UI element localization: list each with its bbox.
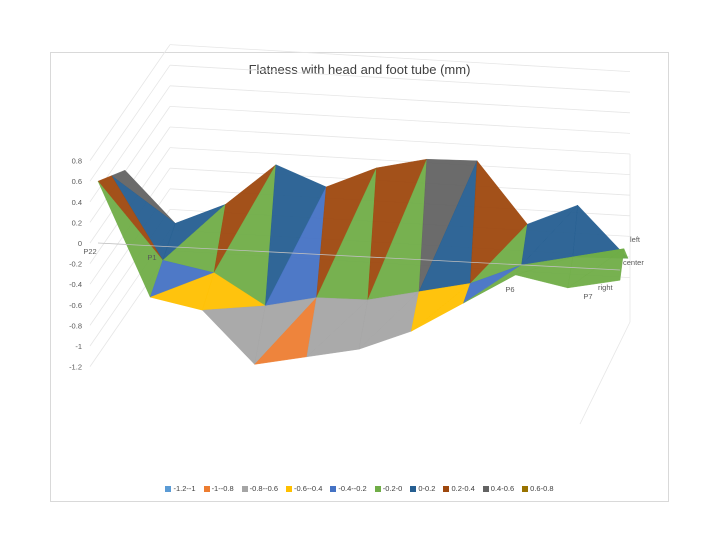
legend-label: -1.2--1	[173, 484, 196, 493]
legend-label: -1--0.8	[211, 484, 234, 493]
legend-label: -0.4--0.2	[338, 484, 367, 493]
legend-label: 0.6-0.8	[530, 484, 554, 493]
gridline-left	[89, 64, 171, 182]
legend-item: 0.2-0.4	[443, 484, 475, 493]
legend-swatch	[330, 485, 337, 492]
z-tick-label: -1	[75, 342, 82, 351]
x-tick-label: P22	[83, 247, 96, 256]
gridline-back	[169, 44, 631, 72]
legend-swatch	[241, 485, 248, 492]
z-tick-label: 0.4	[72, 198, 82, 207]
legend-item: -0.8--0.6	[241, 484, 279, 493]
legend-label: -0.6--0.4	[294, 484, 323, 493]
z-tick-label: -0.8	[69, 321, 82, 330]
legend-label: -0.2-0	[382, 484, 403, 493]
legend-item: 0.6-0.8	[522, 484, 554, 493]
floor-edge	[579, 321, 631, 425]
surface-mesh	[97, 158, 629, 366]
gridline-back	[169, 126, 631, 155]
legend-swatch	[165, 485, 172, 492]
x-axis-line	[97, 242, 621, 271]
z-tick-label: -0.4	[69, 280, 82, 289]
z-tick-label: -1.2	[69, 363, 82, 372]
z-tick-label: 0.2	[72, 218, 82, 227]
legend-item: 0-0.2	[410, 484, 435, 493]
legend-swatch	[286, 485, 293, 492]
legend-item: -1.2--1	[165, 484, 196, 493]
gridline-left	[89, 44, 171, 161]
z-tick-label: 0.6	[72, 177, 82, 186]
legend-item: -0.6--0.4	[286, 484, 322, 493]
gridline-back	[169, 85, 631, 114]
z-tick-label: 0.8	[72, 157, 82, 166]
z-tick-label: 0	[78, 239, 82, 248]
gridline-left	[89, 106, 171, 223]
legend-swatch	[522, 485, 529, 492]
legend-item: -1--0.8	[203, 484, 234, 493]
x-tick-label: P7	[583, 292, 592, 301]
legend-item: 0.4-0.6	[482, 484, 515, 493]
y-tick-label: right	[598, 283, 614, 292]
legend-label: 0.4-0.6	[490, 484, 515, 493]
y-tick-label: left	[630, 235, 641, 244]
surface-facet	[201, 305, 266, 365]
legend: -1.2--1 -1--0.8 -0.8--0.6 -0.6--0.4 -0.4--0.…	[50, 484, 669, 493]
legend-swatch	[203, 485, 210, 492]
legend-swatch	[410, 485, 417, 492]
x-tick-label: P6	[505, 285, 514, 294]
legend-label: 0-0.2	[418, 484, 436, 493]
legend-swatch	[374, 485, 381, 492]
gridline-back	[169, 106, 631, 134]
axis-labels: 0.8 0.6 0.4 0.2 0 -0.2 -0.4 -0.6 -0.8 -1 -1.2 P22 P1…	[69, 157, 644, 372]
legend-item: -0.2-0	[374, 484, 403, 493]
legend-label: 0.2-0.4	[451, 484, 475, 493]
legend-label: -0.8--0.6	[249, 484, 279, 493]
z-tick-label: -0.2	[69, 260, 82, 269]
legend-swatch	[443, 485, 450, 492]
y-tick-label: center	[623, 258, 644, 267]
legend-item: -0.4--0.2	[330, 484, 367, 493]
surface-facet	[567, 248, 625, 289]
x-tick-label: P1	[147, 253, 156, 262]
legend-swatch	[482, 485, 489, 492]
gridline-back	[169, 64, 631, 93]
z-tick-label: -0.6	[69, 301, 82, 310]
gridline-back	[169, 147, 631, 175]
